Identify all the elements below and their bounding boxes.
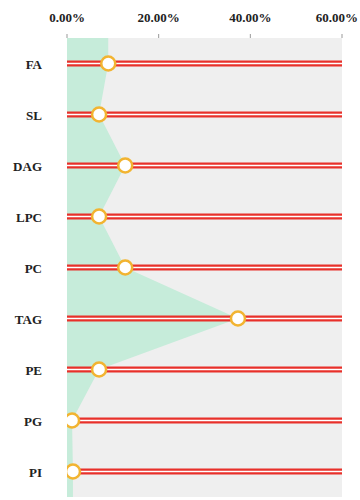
track [67, 367, 342, 373]
tick-mark [250, 34, 251, 38]
category-label: PC [25, 261, 42, 276]
track-center [67, 471, 342, 472]
track [67, 265, 342, 271]
track-center [67, 165, 342, 166]
plot-background [67, 38, 342, 497]
marker [92, 210, 106, 224]
marker [231, 312, 245, 326]
track [67, 112, 342, 118]
track-center [67, 420, 342, 421]
marker [67, 414, 79, 428]
track [67, 163, 342, 169]
track-center [67, 369, 342, 370]
chart: FA SL DAG LPC PC TAG PE PG PI 0.00% 20.00% 40.00% 60… [0, 0, 360, 500]
category-label: PG [24, 414, 42, 429]
tick-mark [342, 34, 343, 38]
category-label: PE [25, 363, 42, 378]
category-label: LPC [16, 210, 42, 225]
tick-label: 60.00% [316, 10, 358, 25]
marker [118, 261, 132, 275]
track-center [67, 318, 342, 319]
marker [118, 159, 132, 173]
track [67, 316, 342, 322]
category-label: PI [29, 465, 42, 480]
track-center [67, 114, 342, 115]
track [67, 418, 342, 424]
tick-label: 20.00% [138, 10, 180, 25]
category-label: SL [26, 108, 42, 123]
track [67, 214, 342, 220]
marker [101, 57, 115, 71]
track [67, 469, 342, 475]
marker [92, 108, 106, 122]
category-label: FA [26, 57, 43, 72]
marks [67, 38, 342, 497]
marker [92, 363, 106, 377]
tick-mark [158, 34, 159, 38]
track-center [67, 267, 342, 268]
category-label: DAG [13, 159, 42, 174]
track-center [67, 216, 342, 217]
tick-mark [67, 34, 68, 38]
tick-label: 0.00% [49, 10, 85, 25]
marker [67, 465, 80, 479]
category-label: TAG [15, 312, 42, 327]
tick-label: 40.00% [229, 10, 271, 25]
